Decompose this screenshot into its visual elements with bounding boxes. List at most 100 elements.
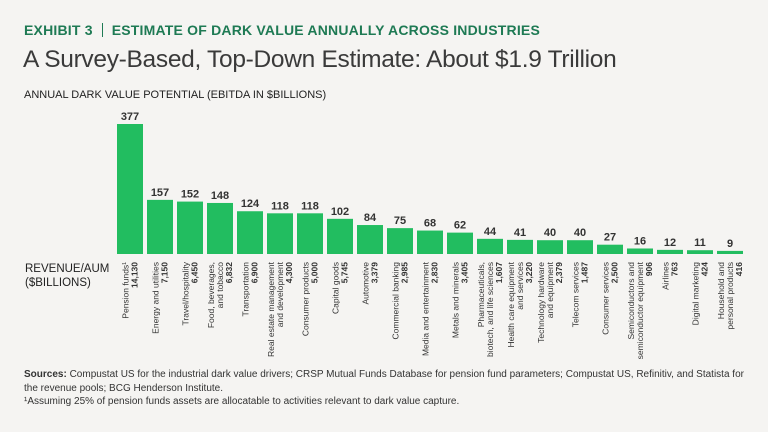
category-label: Media and entertainment 2,830	[421, 261, 440, 356]
category-label: Capital goods 5,745	[331, 262, 350, 314]
category-name: Automotive	[361, 262, 371, 305]
bar	[477, 238, 503, 254]
bar	[447, 232, 473, 254]
category-label: Health care equipment and services 3,220	[506, 261, 534, 347]
revenue-value: 14,130	[130, 262, 140, 288]
category-label: Commercial banking 2,985	[391, 262, 410, 340]
category-name: Energy and utilities	[151, 262, 161, 334]
revenue-value: 2,379	[554, 262, 564, 284]
revenue-value: 2,500	[610, 262, 620, 284]
bar	[717, 250, 743, 254]
revenue-axis-label: REVENUE/AUM ($BILLIONS)	[25, 262, 109, 290]
bar	[177, 201, 203, 254]
category-name: Consumer services	[601, 262, 611, 335]
revenue-value: 763	[670, 262, 680, 276]
bar-value-label: 62	[454, 220, 466, 232]
category-name: Digital marketing	[691, 262, 701, 326]
bar-value-label: 11	[694, 237, 706, 249]
revenue-value: 3,405	[460, 262, 470, 284]
sources-line: Sources: Compustat US for the industrial…	[24, 368, 744, 395]
bar-value-label: 16	[634, 235, 646, 247]
category-name: Household and	[716, 262, 726, 319]
bar	[537, 240, 563, 254]
category-label: Digital marketing 424	[691, 262, 710, 326]
revenue-value: 416	[734, 262, 744, 276]
bar-value-label: 40	[544, 227, 556, 239]
revenue-label-line1: REVENUE/AUM	[25, 263, 110, 275]
bar	[237, 211, 263, 254]
category-label: Telecom services 1,487	[571, 262, 590, 327]
bar	[297, 213, 323, 254]
revenue-value: 2,830	[430, 262, 440, 284]
category-name: Transportation	[241, 262, 251, 317]
category-name: Airlines	[661, 262, 671, 290]
revenue-value: 424	[700, 262, 710, 276]
bar	[627, 248, 653, 254]
chart-title: A Survey-Based, Top-Down Estimate: About…	[23, 46, 617, 73]
category-label: Technology hardware and equipment 2,379	[536, 261, 564, 342]
category-name: biotech, and life sciences	[485, 262, 495, 357]
category-label: Semiconductors and semiconductor equipmen…	[626, 261, 654, 359]
bar-value-label: 377	[121, 111, 139, 123]
category-label: Automotive 3,379	[361, 262, 380, 305]
category-name: Technology hardware	[536, 262, 546, 343]
bar	[567, 240, 593, 254]
category-name: and development	[275, 261, 285, 327]
category-name: Metals and minerals	[451, 262, 461, 338]
bar	[417, 230, 443, 254]
footnote: ¹Assuming 25% of pension funds assets ar…	[24, 396, 460, 407]
bar-value-label: 118	[301, 200, 319, 212]
category-label: Transportation 6,900	[241, 262, 260, 317]
category-label: Energy and utilities 7,150	[151, 262, 170, 334]
category-label: Household and personal products 416	[716, 262, 744, 330]
bar-value-label: 148	[211, 190, 229, 202]
category-name: Pension funds¹	[121, 262, 131, 319]
exhibit-label: EXHIBIT 3	[24, 22, 93, 38]
revenue-label-line2: ($BILLIONS)	[25, 277, 91, 289]
bar-value-label: 12	[664, 237, 676, 249]
bar	[267, 213, 293, 254]
revenue-value: 906	[644, 262, 654, 276]
bar-value-label: 124	[241, 198, 260, 210]
bar	[597, 244, 623, 254]
category-name: Pharmaceuticals,	[476, 262, 486, 327]
sources-note: Sources: Compustat US for the industrial…	[24, 368, 744, 409]
bar-value-label: 102	[331, 206, 349, 218]
category-label: Food, beverages, and tobacco 6,832	[206, 262, 234, 328]
revenue-value: 6,450	[190, 262, 200, 284]
sources-label: Sources:	[24, 369, 67, 380]
category-label: Pension funds¹ 14,130	[121, 262, 140, 319]
revenue-value: 1,607	[494, 262, 504, 284]
category-label: Travel/hospitality 6,450	[181, 261, 200, 325]
category-name: Telecom services	[571, 262, 581, 327]
bar-value-label: 41	[514, 227, 526, 239]
bar-value-label: 68	[424, 218, 436, 230]
category-label: Pharmaceuticals, biotech, and life scienc…	[476, 262, 504, 357]
category-name: Media and entertainment	[421, 261, 431, 356]
category-name: Real estate management	[266, 261, 276, 357]
bar-value-label: 84	[364, 212, 377, 224]
revenue-value: 6,900	[250, 262, 260, 284]
bar-value-label: 44	[484, 226, 497, 238]
revenue-value: 4,300	[284, 262, 294, 284]
revenue-value: 5,000	[310, 262, 320, 284]
category-name: Health care equipment	[506, 261, 516, 347]
category-label: Metals and minerals 3,405	[451, 262, 470, 338]
category-name: and tobacco	[215, 262, 225, 309]
category-name: semiconductor equipment	[635, 261, 645, 359]
category-name: Food, beverages,	[206, 262, 216, 328]
bar	[117, 124, 143, 254]
revenue-value: 3,379	[370, 262, 380, 284]
exhibit-header: EXHIBIT 3 ESTIMATE OF DARK VALUE ANNUALLY…	[24, 22, 540, 38]
exhibit-divider	[101, 23, 103, 37]
category-name: Capital goods	[331, 262, 341, 314]
revenue-value: 1,487	[580, 262, 590, 284]
category-label: Real estate management and development 4,3…	[266, 261, 294, 357]
bar	[327, 218, 353, 254]
category-name: Commercial banking	[391, 262, 401, 340]
bar-value-label: 40	[574, 227, 586, 239]
category-name: and equipment	[545, 261, 555, 318]
bar-value-label: 152	[181, 189, 199, 201]
bar	[147, 199, 173, 254]
